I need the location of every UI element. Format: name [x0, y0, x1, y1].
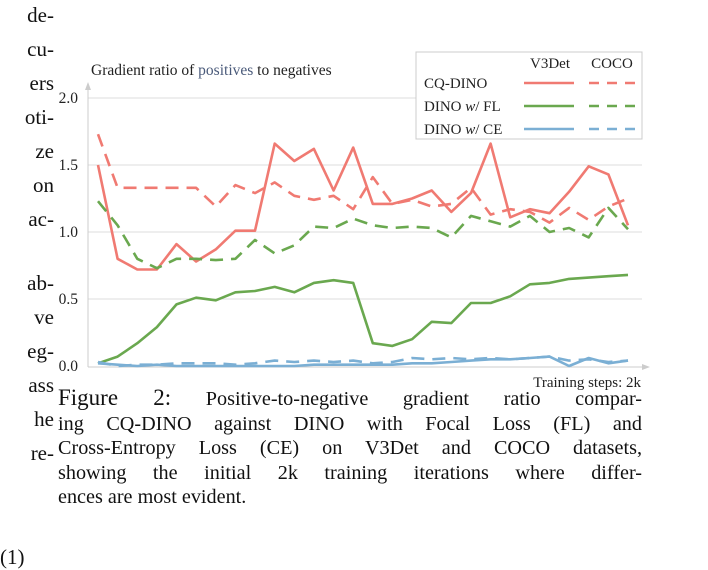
y-tick-label: 1.5 [59, 157, 79, 174]
left-fragment: on [33, 173, 54, 197]
chart-title-highlight: positives [198, 62, 253, 79]
x-axis-arrow-icon [642, 364, 650, 370]
figure-caption: Figure 2: Positive-to-negative gradient … [58, 385, 642, 510]
equation-number: (1) [0, 545, 25, 569]
left-fragment: cu- [27, 37, 54, 61]
legend-column-header: COCO [591, 56, 633, 72]
y-tick-label: 0.0 [59, 358, 79, 375]
left-fragment: ab- [27, 271, 54, 295]
caption-text: Positive-to-negative gradient ratio comp… [205, 388, 642, 410]
axes: 0.0 0.5 1.0 1.5 2.0 [59, 82, 650, 375]
legend-label-part: DINO [424, 99, 465, 115]
series-line-dino-w-fl-coco [96, 200, 629, 270]
caption-line: Cross-Entropy Loss (CE) on V3Det and COC… [58, 437, 642, 460]
left-fragment: eg- [27, 339, 54, 363]
chart-title-part: Gradient ratio of [91, 62, 198, 79]
legend-label: DINO w/ CE [424, 122, 502, 138]
legend-label: CQ-DINO [424, 76, 487, 92]
legend-box [415, 51, 643, 140]
y-tick-label: 2.0 [59, 90, 79, 107]
figure-label: Figure 2: [58, 385, 172, 410]
chart-title: Gradient ratio of positives to negatives [91, 62, 332, 79]
series-line-cq-dino-v3det [96, 142, 630, 271]
legend-label: DINO w/ FL [424, 99, 501, 115]
left-fragment: he [34, 407, 54, 431]
series-line-dino-w-ce-coco [97, 355, 629, 368]
legend-label-part: / CE [475, 122, 502, 138]
legend-label-part: w [465, 99, 475, 115]
y-tick-label: 1.0 [59, 224, 79, 241]
gradient-ratio-chart: 0.0 0.5 1.0 1.5 2.0 V3Det COCO CQ-DINO DINO w/ … [59, 51, 650, 391]
left-fragment: ze [35, 139, 54, 163]
y-axis-arrow-icon [85, 82, 91, 90]
left-fragment: ers [29, 71, 55, 95]
legend-label-part: w [465, 122, 475, 138]
caption-line: showing the initial 2k training iteratio… [58, 461, 642, 484]
left-fragment: ass [28, 373, 54, 397]
series-lines [96, 133, 630, 368]
series-line-cq-dino-coco [96, 133, 629, 224]
legend-column-header: V3Det [530, 56, 571, 72]
left-fragment: de- [27, 3, 54, 27]
series-line-dino-w-fl-v3det [97, 273, 629, 365]
chart-title-part: to negatives [253, 62, 331, 79]
caption-line: ences are most evident. [58, 486, 247, 509]
series-line-dino-w-ce-v3det [97, 355, 629, 368]
x-axis-label: Training steps: 2k [533, 375, 641, 391]
legend-label-part: / FL [475, 99, 500, 115]
left-fragment: oti- [24, 105, 54, 129]
legend-label-part: CQ-DINO [424, 76, 487, 92]
legend-label-part: DINO [424, 122, 465, 138]
caption-line: Figure 2: Positive-to-negative gradient … [58, 385, 642, 412]
left-fragment: ve [34, 305, 54, 329]
left-fragment: ac- [28, 207, 54, 231]
y-tick-label: 0.5 [59, 291, 79, 308]
caption-line: ing CQ-DINO against DINO with Focal Loss… [58, 412, 642, 435]
left-fragment: re- [30, 441, 54, 465]
